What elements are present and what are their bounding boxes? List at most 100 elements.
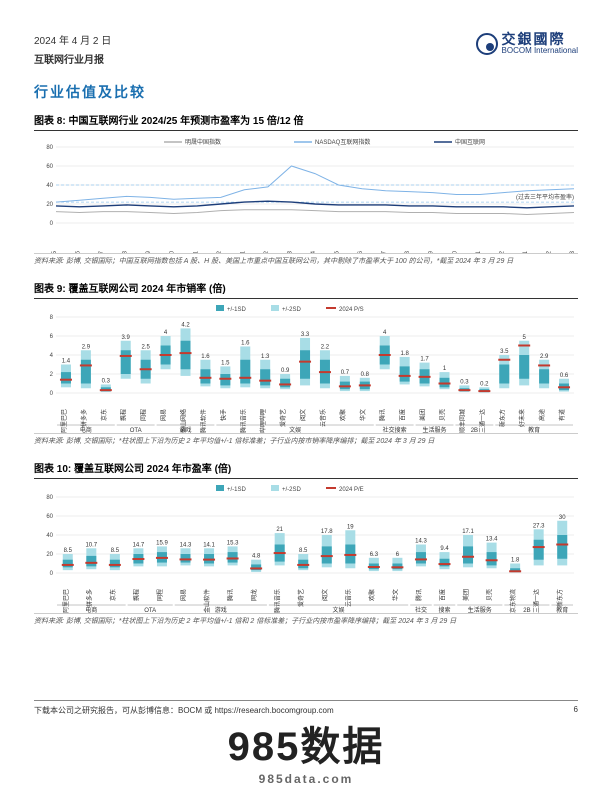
svg-text:6: 6 [50,334,54,340]
svg-text:携程: 携程 [120,409,128,421]
svg-text:19: 19 [347,524,354,530]
svg-text:1.8: 1.8 [400,351,409,357]
chart10-container: 0204060808.5阿里巴巴10.7拼多多8.5京东14.7携程15.9同程… [34,483,578,614]
svg-text:80: 80 [46,145,53,151]
svg-text:电商: 电商 [85,606,97,613]
svg-text:40: 40 [46,183,53,189]
svg-text:+/-2SD: +/-2SD [282,487,302,493]
svg-text:8: 8 [50,315,54,321]
chart8-container: 0204060802022-052022-062022-072022-08202… [34,135,578,254]
svg-text:腾讯音乐: 腾讯音乐 [239,409,247,433]
svg-text:金山软件: 金山软件 [203,589,211,613]
svg-text:OTA: OTA [144,608,156,613]
svg-text:17.1: 17.1 [462,529,474,535]
svg-text:2024 P/S: 2024 P/S [339,307,364,313]
svg-text:1.3: 1.3 [261,354,270,360]
svg-text:拼多多: 拼多多 [80,409,88,427]
svg-text:OTA: OTA [130,428,142,433]
svg-text:文娱: 文娱 [289,426,301,433]
chart10-block: 图表 10: 覆盖互联网公司 2024 年市盈率 (倍) 0204060808.… [34,460,578,626]
svg-text:2023-02: 2023-02 [264,250,270,253]
svg-text:文娱: 文娱 [333,606,345,613]
svg-text:2023-12: 2023-12 [499,250,505,253]
svg-text:2022-06: 2022-06 [76,250,82,253]
svg-text:4.8: 4.8 [252,554,261,560]
svg-text:阅文: 阅文 [321,589,329,601]
svg-text:百度: 百度 [399,409,407,421]
svg-text:0.8: 0.8 [361,372,370,378]
svg-text:电商: 电商 [80,426,92,433]
svg-text:13.4: 13.4 [486,537,498,543]
svg-text:网易: 网易 [161,409,168,421]
svg-text:腾讯: 腾讯 [227,589,235,601]
svg-text:0.2: 0.2 [480,381,489,387]
brand-logo-icon [476,33,498,55]
svg-text:2023-10: 2023-10 [452,250,458,253]
svg-text:社交: 社交 [415,606,427,613]
svg-text:游戏: 游戏 [179,426,191,433]
svg-text:2023-08: 2023-08 [405,250,411,253]
svg-text:0.6: 0.6 [560,373,569,379]
svg-text:2.5: 2.5 [141,344,150,350]
svg-text:27.3: 27.3 [533,523,545,529]
svg-text:2024-02: 2024-02 [546,250,552,253]
svg-text:4: 4 [50,353,54,359]
svg-text:三通一达: 三通一达 [478,409,486,433]
svg-text:网龙: 网龙 [250,589,258,601]
svg-text:0.7: 0.7 [341,370,350,376]
svg-text:60: 60 [46,164,53,170]
watermark: 985数据 985data.com [0,714,612,786]
svg-text:20: 20 [46,552,53,558]
svg-text:社交搜索: 社交搜索 [383,426,407,433]
svg-text:快手: 快手 [219,409,227,421]
svg-text:同程: 同程 [156,589,164,601]
svg-text:欢聚: 欢聚 [339,409,347,421]
chart9-block: 图表 9: 覆盖互联网公司 2024 年市销率 (倍) 024681.4阿里巴巴… [34,280,578,446]
svg-text:2023-04: 2023-04 [311,250,317,253]
svg-text:生活服务: 生活服务 [468,606,492,613]
svg-text:1.7: 1.7 [420,357,429,363]
svg-text:阿里巴巴: 阿里巴巴 [62,589,70,613]
svg-text:10.7: 10.7 [85,542,97,548]
svg-text:6: 6 [396,552,400,558]
svg-text:美团: 美团 [462,589,470,601]
svg-text:教育: 教育 [528,426,540,433]
svg-text:4: 4 [164,330,168,336]
svg-text:0: 0 [50,391,54,397]
svg-text:2022-07: 2022-07 [99,250,105,253]
svg-text:2022-10: 2022-10 [170,250,176,253]
svg-text:携程: 携程 [132,589,140,601]
svg-text:教育: 教育 [556,606,568,613]
svg-text:15.3: 15.3 [227,540,239,546]
svg-text:华文: 华文 [359,409,367,421]
svg-text:京东: 京东 [109,589,117,601]
svg-text:阅文: 阅文 [299,409,307,421]
svg-text:2.2: 2.2 [321,344,330,350]
svg-text:哔哩哔哩: 哔哩哔哩 [259,409,267,433]
svg-text:0: 0 [50,221,54,227]
report-date: 2024 年 4 月 2 日 [34,32,111,47]
header-left: 2024 年 4 月 2 日 互联网行业月报 [34,32,111,66]
svg-text:2: 2 [50,372,54,378]
svg-text:0: 0 [50,571,54,577]
svg-text:2B: 2B [471,428,478,433]
svg-text:14.3: 14.3 [415,539,427,545]
svg-text:+/-1SD: +/-1SD [227,307,247,313]
svg-text:15.9: 15.9 [156,540,168,546]
svg-text:60: 60 [46,514,53,520]
svg-text:明晟中国指数: 明晟中国指数 [185,138,221,146]
svg-text:云音乐: 云音乐 [319,409,327,427]
svg-text:0.3: 0.3 [460,379,469,385]
svg-text:腾讯: 腾讯 [379,409,387,421]
svg-text:腾讯软件: 腾讯软件 [199,409,207,433]
svg-text:2023-09: 2023-09 [429,250,435,253]
brand-block: 交銀國際 BOCOM International [476,32,578,56]
svg-text:+/-1SD: +/-1SD [227,487,247,493]
svg-text:14.3: 14.3 [180,542,192,548]
svg-text:1.6: 1.6 [201,354,210,360]
svg-text:三通一达: 三通一达 [533,589,541,613]
svg-text:1: 1 [443,366,447,372]
svg-text:新东方: 新东方 [556,589,564,607]
svg-text:3.9: 3.9 [122,335,131,341]
svg-text:贝壳: 贝壳 [486,589,494,601]
